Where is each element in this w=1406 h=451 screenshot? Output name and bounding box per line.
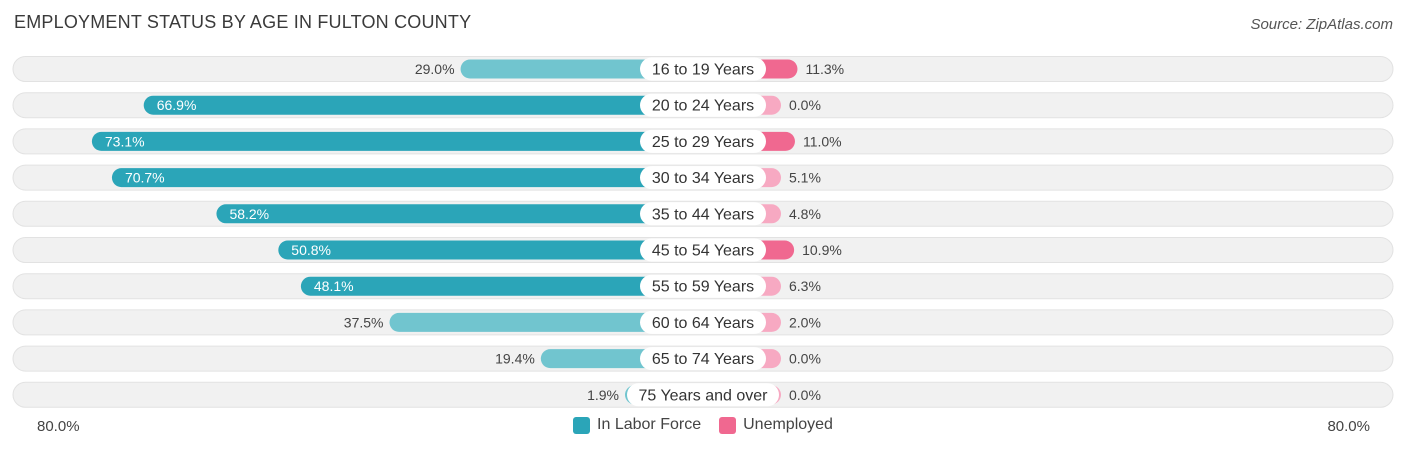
category-pill bbox=[640, 310, 766, 334]
legend: In Labor Force Unemployed bbox=[0, 416, 1406, 434]
category-pill bbox=[640, 129, 766, 153]
legend-item-unemployed: Unemployed bbox=[719, 416, 833, 434]
unemployed-value-label: 11.0% bbox=[803, 133, 842, 149]
unemployed-value-label: 0.0% bbox=[789, 387, 821, 403]
category-pill bbox=[640, 166, 766, 190]
category-label: 75 Years and over bbox=[639, 387, 769, 404]
source-label: Source: ZipAtlas.com bbox=[1250, 16, 1393, 33]
row-8: 19.4% 0.0% 65 to 74 Years bbox=[12, 345, 1394, 372]
category-label: 16 to 19 Years bbox=[652, 62, 754, 79]
labor-force-value-label: 73.1% bbox=[105, 133, 145, 149]
unemployed-value-label: 5.1% bbox=[789, 170, 821, 186]
category-pill bbox=[640, 57, 766, 81]
category-label: 45 to 54 Years bbox=[652, 243, 754, 260]
labor-force-bar bbox=[216, 204, 703, 224]
unemployed-value-label: 10.9% bbox=[802, 242, 842, 258]
labor-force-value-label: 58.2% bbox=[229, 206, 269, 222]
labor-force-bar bbox=[111, 168, 703, 188]
chart-title: EMPLOYMENT STATUS BY AGE IN FULTON COUNT… bbox=[14, 12, 472, 32]
category-label: 60 to 64 Years bbox=[652, 315, 754, 332]
labor-force-bar bbox=[389, 312, 703, 332]
labor-force-bar bbox=[91, 131, 703, 151]
row-6: 48.1% 6.3% 55 to 59 Years bbox=[12, 273, 1394, 300]
unemployed-value-label: 0.0% bbox=[789, 351, 821, 367]
legend-item-labor-force: In Labor Force bbox=[573, 416, 701, 434]
row-3: 70.7% 5.1% 30 to 34 Years bbox=[12, 164, 1394, 191]
row-7: 37.5% 2.0% 60 to 64 Years bbox=[12, 309, 1394, 336]
unemployed-value-label: 6.3% bbox=[789, 278, 821, 294]
labor-force-value-label: 37.5% bbox=[344, 314, 384, 330]
unemployed-value-label: 2.0% bbox=[789, 314, 821, 330]
category-label: 25 to 29 Years bbox=[652, 134, 754, 151]
category-label: 35 to 44 Years bbox=[652, 206, 754, 223]
row-4: 58.2% 4.8% 35 to 44 Years bbox=[12, 200, 1394, 227]
labor-force-bar bbox=[278, 240, 703, 260]
category-pill bbox=[640, 202, 766, 226]
row-5: 50.8% 10.9% 45 to 54 Years bbox=[12, 237, 1394, 263]
category-pill bbox=[627, 383, 779, 407]
unemployed-value-label: 11.3% bbox=[805, 61, 844, 77]
unemployed-value-label: 0.0% bbox=[789, 97, 821, 113]
labor-force-bar bbox=[143, 95, 703, 115]
axis-left-label: 80.0% bbox=[37, 418, 80, 435]
category-label: 30 to 34 Years bbox=[652, 170, 754, 187]
labor-force-value-label: 66.9% bbox=[157, 97, 197, 113]
legend-swatch-unemployed bbox=[719, 416, 737, 434]
category-label: 55 to 59 Years bbox=[652, 279, 754, 296]
row-0: 29.0% 11.3% 16 to 19 Years bbox=[12, 56, 1394, 82]
axis-right-label: 80.0% bbox=[1327, 418, 1370, 435]
category-pill bbox=[640, 274, 766, 298]
unemployed-value-label: 4.8% bbox=[789, 206, 821, 222]
labor-force-value-label: 48.1% bbox=[314, 278, 354, 294]
legend-swatch-labor-force bbox=[573, 416, 591, 434]
labor-force-value-label: 19.4% bbox=[495, 351, 535, 367]
row-2: 73.1% 11.0% 25 to 29 Years bbox=[12, 128, 1394, 155]
labor-force-value-label: 29.0% bbox=[415, 61, 455, 77]
category-label: 20 to 24 Years bbox=[652, 98, 754, 115]
row-1: 66.9% 0.0% 20 to 24 Years bbox=[12, 92, 1394, 119]
labor-force-value-label: 1.9% bbox=[587, 387, 619, 403]
row-9: 1.9% 0.0% 75 Years and over bbox=[12, 381, 1394, 408]
legend-label-labor-force: In Labor Force bbox=[597, 416, 702, 433]
labor-force-value-label: 70.7% bbox=[125, 170, 165, 186]
category-pill bbox=[640, 347, 766, 371]
labor-force-bar bbox=[300, 276, 703, 296]
labor-force-value-label: 50.8% bbox=[291, 242, 331, 258]
legend-label-unemployed: Unemployed bbox=[743, 416, 833, 433]
category-label: 65 to 74 Years bbox=[652, 351, 754, 368]
category-pill bbox=[640, 93, 766, 117]
category-pill bbox=[640, 238, 766, 262]
